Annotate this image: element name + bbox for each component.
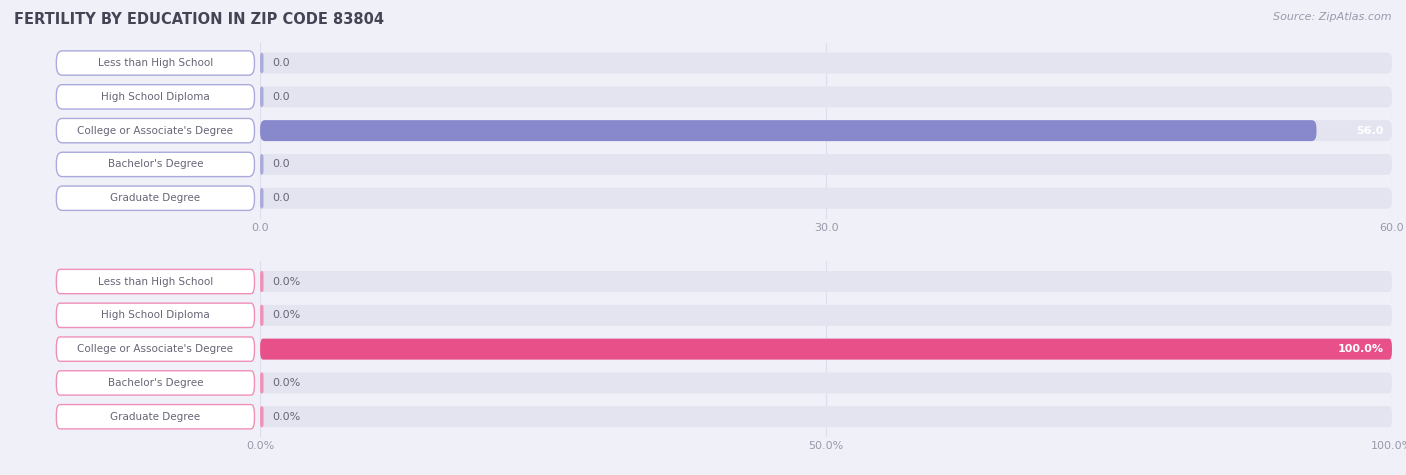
Text: Source: ZipAtlas.com: Source: ZipAtlas.com	[1274, 12, 1392, 22]
FancyBboxPatch shape	[260, 154, 263, 175]
Text: 0.0%: 0.0%	[273, 310, 301, 320]
FancyBboxPatch shape	[56, 51, 254, 75]
FancyBboxPatch shape	[260, 53, 263, 74]
Text: 0.0%: 0.0%	[273, 378, 301, 388]
FancyBboxPatch shape	[260, 339, 1392, 360]
FancyBboxPatch shape	[260, 305, 263, 326]
Text: Bachelor's Degree: Bachelor's Degree	[108, 378, 202, 388]
FancyBboxPatch shape	[56, 152, 254, 177]
Text: College or Associate's Degree: College or Associate's Degree	[77, 125, 233, 136]
FancyBboxPatch shape	[56, 337, 254, 361]
Text: 0.0: 0.0	[273, 193, 290, 203]
FancyBboxPatch shape	[260, 372, 263, 393]
FancyBboxPatch shape	[260, 305, 1392, 326]
FancyBboxPatch shape	[260, 406, 263, 427]
Text: Less than High School: Less than High School	[98, 276, 214, 286]
FancyBboxPatch shape	[56, 303, 254, 327]
Text: Bachelor's Degree: Bachelor's Degree	[108, 160, 202, 170]
FancyBboxPatch shape	[260, 271, 263, 292]
FancyBboxPatch shape	[260, 120, 1316, 141]
FancyBboxPatch shape	[56, 269, 254, 294]
FancyBboxPatch shape	[56, 186, 254, 210]
FancyBboxPatch shape	[260, 406, 1392, 427]
FancyBboxPatch shape	[260, 86, 263, 107]
Text: Graduate Degree: Graduate Degree	[110, 193, 201, 203]
FancyBboxPatch shape	[260, 120, 1392, 141]
Text: 56.0: 56.0	[1357, 125, 1384, 136]
FancyBboxPatch shape	[56, 85, 254, 109]
FancyBboxPatch shape	[260, 86, 1392, 107]
Text: Graduate Degree: Graduate Degree	[110, 412, 201, 422]
FancyBboxPatch shape	[56, 371, 254, 395]
Text: 100.0%: 100.0%	[1339, 344, 1384, 354]
FancyBboxPatch shape	[260, 339, 1392, 360]
FancyBboxPatch shape	[260, 53, 1392, 74]
Text: Less than High School: Less than High School	[98, 58, 214, 68]
Text: 0.0%: 0.0%	[273, 412, 301, 422]
FancyBboxPatch shape	[260, 154, 1392, 175]
FancyBboxPatch shape	[260, 372, 1392, 393]
FancyBboxPatch shape	[260, 271, 1392, 292]
Text: 0.0: 0.0	[273, 92, 290, 102]
Text: 0.0%: 0.0%	[273, 276, 301, 286]
Text: FERTILITY BY EDUCATION IN ZIP CODE 83804: FERTILITY BY EDUCATION IN ZIP CODE 83804	[14, 12, 384, 27]
FancyBboxPatch shape	[260, 188, 263, 209]
FancyBboxPatch shape	[56, 118, 254, 143]
FancyBboxPatch shape	[56, 405, 254, 429]
Text: High School Diploma: High School Diploma	[101, 92, 209, 102]
Text: High School Diploma: High School Diploma	[101, 310, 209, 320]
FancyBboxPatch shape	[260, 188, 1392, 209]
Text: 0.0: 0.0	[273, 58, 290, 68]
Text: College or Associate's Degree: College or Associate's Degree	[77, 344, 233, 354]
Text: 0.0: 0.0	[273, 160, 290, 170]
